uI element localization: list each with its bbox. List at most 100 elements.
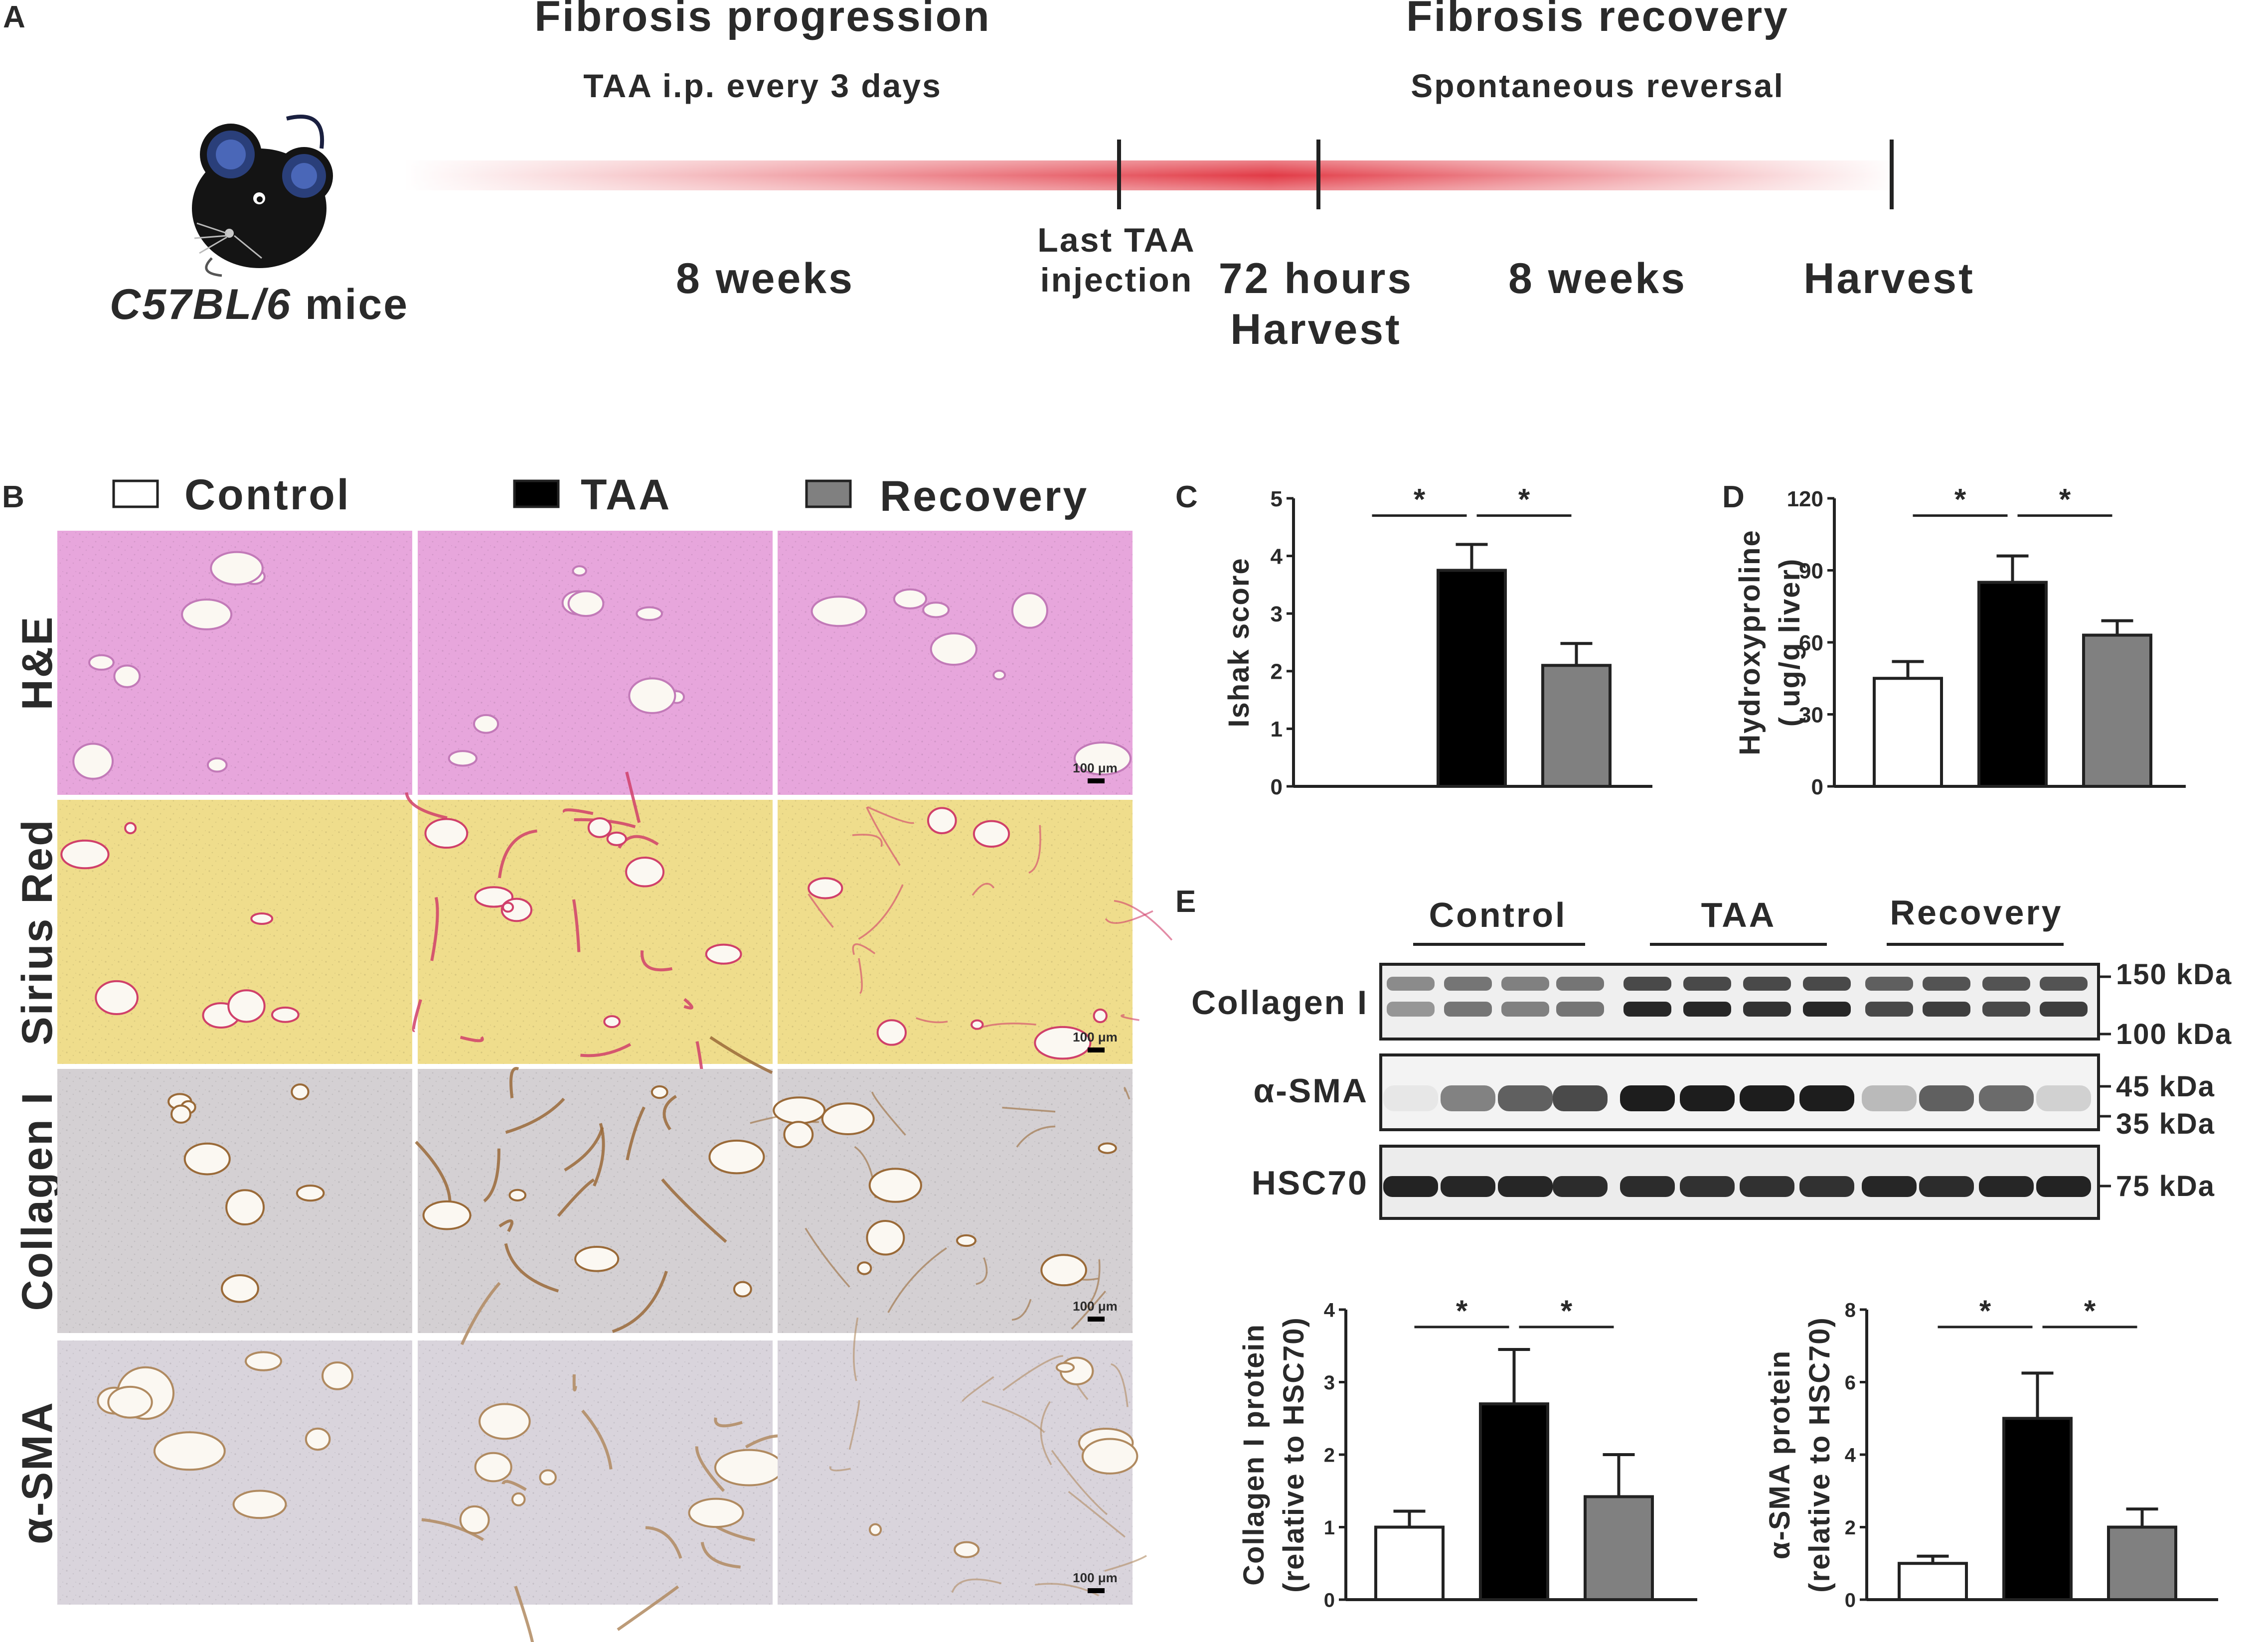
band-hsc70 xyxy=(1383,1176,1438,1197)
mouse-suffix: mice xyxy=(292,281,409,328)
y-tick-label: 60 xyxy=(1799,631,1823,655)
bar-recovery xyxy=(1584,1495,1654,1601)
significance-star: * xyxy=(1954,483,1966,516)
band-hsc70 xyxy=(1979,1176,2034,1197)
row-label-collagen-i: Collagen I xyxy=(13,1091,61,1311)
scale-bar-label: 100 μm xyxy=(1073,1299,1118,1314)
label-8-weeks-recovery: 8 weeks xyxy=(1508,255,1687,302)
scale-bar-label: 100 μm xyxy=(1073,1570,1118,1585)
band-collagen-upper xyxy=(1387,977,1435,991)
band-hsc70 xyxy=(1498,1176,1553,1197)
micrograph-α-sma-recovery: 100 μm xyxy=(778,1317,1147,1605)
band-asma xyxy=(1383,1085,1438,1111)
y-axis-label: Ishak score xyxy=(1223,557,1255,727)
y-tick-label: 4 xyxy=(1324,1299,1335,1321)
legend-swatch-recovery xyxy=(805,479,852,508)
mouse-strain: C57BL/6 xyxy=(110,281,292,328)
band-hsc70 xyxy=(1553,1176,1608,1197)
y-tick-label: 1 xyxy=(1324,1517,1335,1539)
y-tick-label: 30 xyxy=(1799,703,1823,727)
y-tick-label: 2 xyxy=(1271,660,1283,684)
band-collagen-lower xyxy=(1743,1002,1791,1017)
y-tick-label: 2 xyxy=(1845,1517,1856,1539)
y-tick-label: 4 xyxy=(1845,1444,1856,1466)
scale-bar-label: 100 μm xyxy=(1073,1030,1118,1045)
band-asma xyxy=(2036,1085,2091,1111)
panel-c-letter: C xyxy=(1175,480,1198,514)
band-collagen-upper xyxy=(1803,977,1851,991)
micrograph-collagen-i-control xyxy=(57,1069,412,1333)
y-tick-label: 0 xyxy=(1324,1589,1335,1611)
band-collagen-upper xyxy=(1444,977,1492,991)
marker-75: 75 kDa xyxy=(2116,1170,2215,1202)
band-asma xyxy=(1680,1085,1735,1111)
band-asma xyxy=(1441,1085,1495,1111)
band-collagen-lower xyxy=(1923,1002,1970,1017)
kda-markers: 150 kDa 100 kDa 45 kDa 35 kDa 75 kDa xyxy=(2099,958,2232,1202)
y-axis-label: α-SMA protein xyxy=(1764,1350,1796,1559)
band-hsc70 xyxy=(1862,1176,1917,1197)
micrograph-sirius-red-recovery: 100 μm xyxy=(778,800,1173,1064)
blot-collagen xyxy=(1379,963,2100,1041)
y-tick-label: 0 xyxy=(1271,775,1283,799)
y-tick-label: 0 xyxy=(1845,1589,1856,1611)
recovery-subtitle: Spontaneous reversal xyxy=(1411,67,1784,104)
chart-e1: 0 1 2 3 4 Collagen I protein (relative to HSC7… xyxy=(1238,1294,1697,1611)
band-collagen-lower xyxy=(1387,1002,1435,1017)
micrograph-grid: 100 μm 100 μm 100 μm 100 μm xyxy=(57,531,1173,1642)
panel-b: B Control TAA Recovery H&E Sirius Red Coll… xyxy=(2,471,1173,1642)
blot-group-taa: TAA xyxy=(1701,896,1777,934)
band-collagen-lower xyxy=(1865,1002,1913,1017)
chart-c: 0 1 2 3 4 5 Ishak score * * xyxy=(1223,483,1652,799)
scale-bar xyxy=(1088,1588,1105,1593)
y-tick-label: 0 xyxy=(1811,775,1823,799)
row-labels: H&E Sirius Red Collagen I α-SMA xyxy=(13,615,61,1544)
y-tick-label: 6 xyxy=(1845,1372,1856,1394)
band-collagen-upper xyxy=(2040,977,2088,991)
bar-control xyxy=(1898,1562,1968,1601)
legend-swatch-control xyxy=(112,479,159,508)
bar-taa xyxy=(1479,1402,1549,1601)
blot-label-collagen: Collagen I xyxy=(1191,984,1368,1022)
y-tick-label: 1 xyxy=(1271,717,1283,742)
y-axis-label: Collagen I protein xyxy=(1238,1324,1270,1586)
y-tick-label: 3 xyxy=(1271,602,1283,626)
bar-control xyxy=(1873,677,1943,788)
band-collagen-upper xyxy=(1743,977,1791,991)
label-last-taa: Last TAA xyxy=(1037,221,1195,259)
marker-45: 45 kDa xyxy=(2116,1070,2215,1103)
band-collagen-lower xyxy=(1803,1002,1851,1017)
micrograph-h-e-recovery: 100 μm xyxy=(778,531,1133,795)
band-collagen-lower xyxy=(1623,1002,1671,1017)
significance-star: * xyxy=(2059,483,2071,516)
marker-100: 100 kDa xyxy=(2116,1018,2232,1050)
panel-e-letter: E xyxy=(1175,885,1196,919)
bar-recovery xyxy=(2107,1525,2177,1601)
micrograph-collagen-i-taa xyxy=(415,1036,773,1333)
micrograph-α-sma-taa xyxy=(418,1282,789,1642)
y-tick-label: 5 xyxy=(1271,487,1283,511)
label-8-weeks-progression: 8 weeks xyxy=(676,255,854,302)
band-collagen-upper xyxy=(1683,977,1731,991)
band-asma xyxy=(1620,1085,1675,1111)
band-collagen-lower xyxy=(1444,1002,1492,1017)
micrograph-sirius-red-control xyxy=(57,800,412,1064)
blot-group-recovery: Recovery xyxy=(1890,893,2063,932)
band-asma xyxy=(1799,1085,1854,1111)
band-collagen-lower xyxy=(1556,1002,1604,1017)
micrograph-sirius-red-taa xyxy=(405,771,773,1105)
micrograph-collagen-i-recovery: 100 μm xyxy=(750,1069,1133,1333)
y-tick-label: 120 xyxy=(1787,487,1823,511)
y-tick-label: 2 xyxy=(1324,1444,1335,1466)
band-collagen-upper xyxy=(1923,977,1970,991)
y-axis-label: (relative to HSC70) xyxy=(1278,1317,1310,1593)
band-asma xyxy=(1862,1085,1917,1111)
legend: Control TAA Recovery xyxy=(112,471,1087,520)
row-label-α-sma: α-SMA xyxy=(13,1401,61,1544)
micrograph-h-e-taa xyxy=(418,531,773,795)
label-72-hours: 72 hours xyxy=(1219,255,1413,302)
bar-recovery xyxy=(2082,633,2152,788)
row-label-h-e: H&E xyxy=(13,615,61,711)
y-axis-label: Hydroxyproline xyxy=(1734,529,1766,755)
